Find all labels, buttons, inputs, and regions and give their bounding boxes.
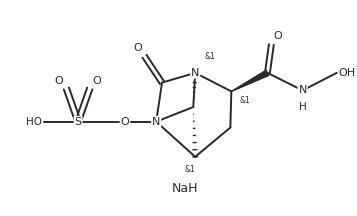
Text: &1: &1 [205, 52, 216, 61]
Text: NaH: NaH [172, 181, 199, 195]
Text: N: N [191, 68, 200, 78]
Polygon shape [231, 70, 269, 91]
Text: O: O [93, 76, 101, 86]
Text: N: N [298, 86, 307, 95]
Text: HO: HO [26, 117, 42, 127]
Text: &1: &1 [185, 165, 196, 174]
Text: O: O [273, 31, 282, 41]
Text: N: N [152, 117, 160, 127]
Text: O: O [134, 43, 142, 53]
Text: O: O [55, 76, 64, 86]
Text: O: O [121, 117, 129, 127]
Text: S: S [75, 117, 82, 127]
Text: OH: OH [339, 68, 356, 78]
Text: H: H [299, 102, 306, 112]
Text: &1: &1 [239, 96, 250, 105]
